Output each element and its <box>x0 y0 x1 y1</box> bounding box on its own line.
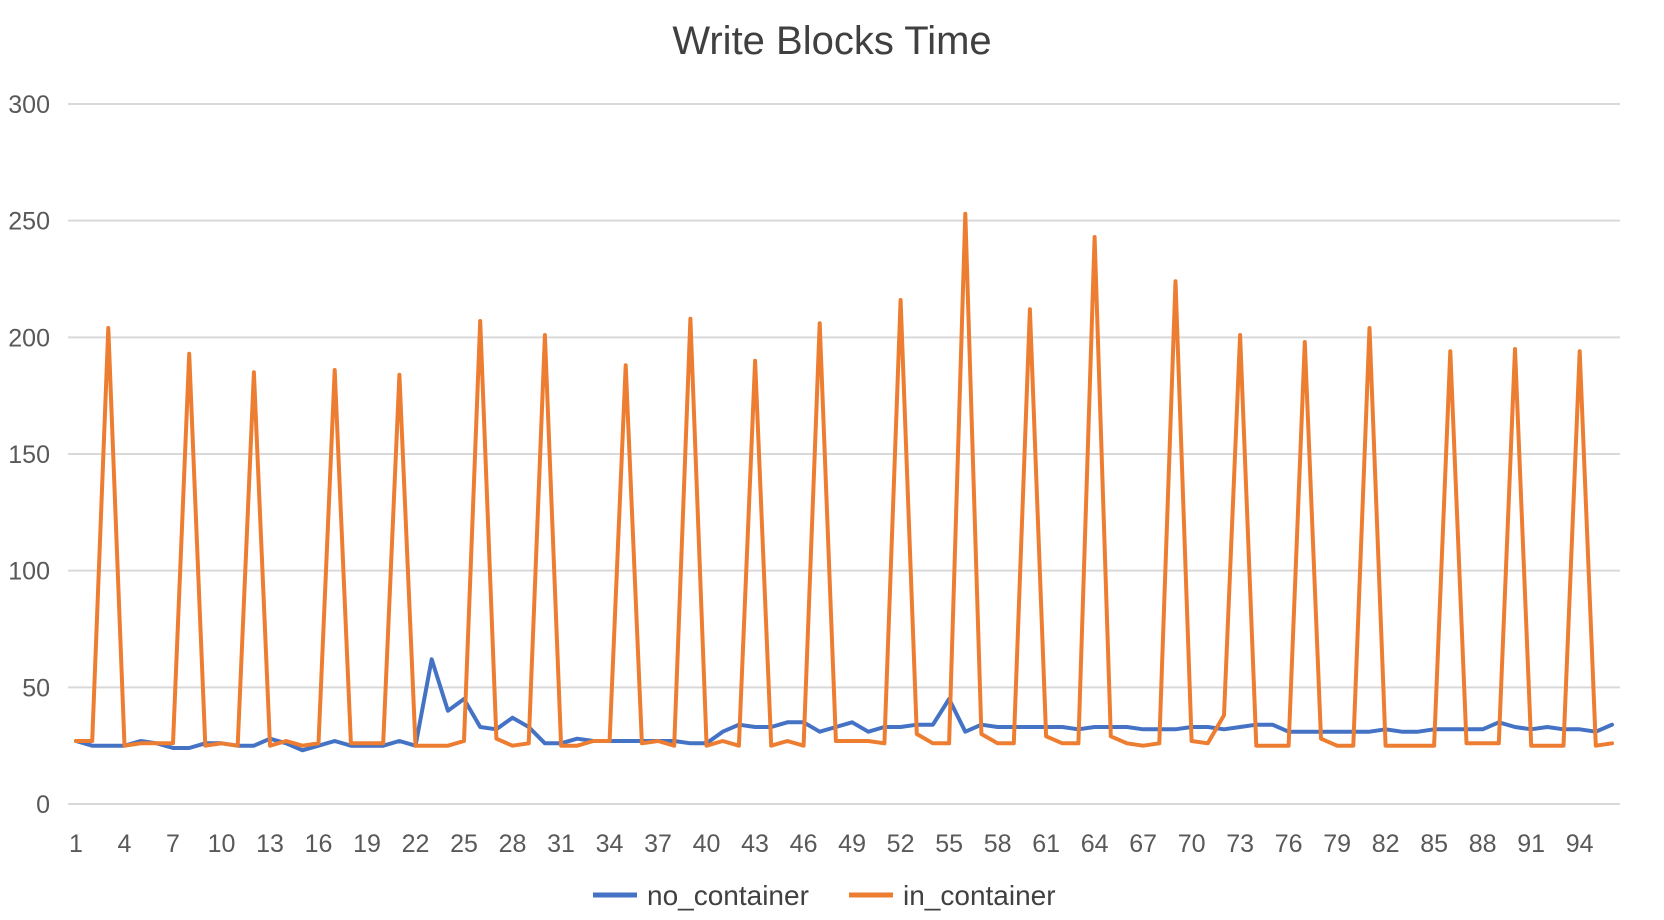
grid-lines <box>68 103 1620 805</box>
x-tick-label: 67 <box>1129 830 1157 858</box>
x-tick-label: 22 <box>402 830 430 858</box>
x-tick-label: 7 <box>166 830 180 858</box>
x-tick-label: 34 <box>596 830 624 858</box>
x-tick-label: 19 <box>353 830 381 858</box>
chart-title: Write Blocks Time <box>672 19 991 63</box>
x-tick-label: 37 <box>644 830 672 858</box>
x-tick-label: 73 <box>1226 830 1254 858</box>
x-tick-label: 61 <box>1032 830 1060 858</box>
x-tick-label: 55 <box>935 830 963 858</box>
x-tick-label: 28 <box>499 830 527 858</box>
legend-label-no-container: no_container <box>647 880 809 911</box>
x-tick-label: 70 <box>1178 830 1206 858</box>
y-tick-label: 200 <box>8 324 50 352</box>
y-axis-tick-labels: 0 50 100 150 200 250 300 <box>8 91 50 819</box>
series-line-in-container <box>74 211 1614 748</box>
legend-label-in-container: in_container <box>903 880 1056 911</box>
y-tick-label: 250 <box>8 208 50 236</box>
x-tick-label: 25 <box>450 830 478 858</box>
y-tick-label: 0 <box>36 791 50 819</box>
x-tick-label: 43 <box>741 830 769 858</box>
x-tick-label: 64 <box>1081 830 1109 858</box>
x-tick-label: 4 <box>118 830 132 858</box>
x-tick-label: 46 <box>790 830 818 858</box>
series-line-no-container <box>74 657 1614 753</box>
y-tick-label: 150 <box>8 441 50 469</box>
x-tick-label: 1 <box>69 830 83 858</box>
y-tick-label: 100 <box>8 558 50 586</box>
x-tick-label: 40 <box>693 830 721 858</box>
y-tick-label: 50 <box>22 674 50 702</box>
x-tick-label: 76 <box>1275 830 1303 858</box>
x-tick-label: 49 <box>838 830 866 858</box>
x-tick-label: 82 <box>1372 830 1400 858</box>
x-tick-label: 79 <box>1323 830 1351 858</box>
x-tick-label: 91 <box>1517 830 1545 858</box>
x-tick-label: 31 <box>547 830 575 858</box>
y-tick-label: 300 <box>8 91 50 119</box>
x-tick-label: 85 <box>1420 830 1448 858</box>
series-lines <box>74 211 1614 753</box>
x-tick-label: 88 <box>1469 830 1497 858</box>
x-tick-label: 16 <box>305 830 333 858</box>
x-tick-label: 52 <box>887 830 915 858</box>
x-tick-label: 58 <box>984 830 1012 858</box>
x-tick-label: 94 <box>1566 830 1594 858</box>
x-axis-tick-labels: 1 4 7 10 13 16 19 22 25 28 31 34 37 40 43 46 49 52 55 58 61 6… <box>69 830 1594 858</box>
x-tick-label: 13 <box>256 830 284 858</box>
legend: no_container in_container <box>593 880 1056 911</box>
x-tick-label: 10 <box>208 830 236 858</box>
